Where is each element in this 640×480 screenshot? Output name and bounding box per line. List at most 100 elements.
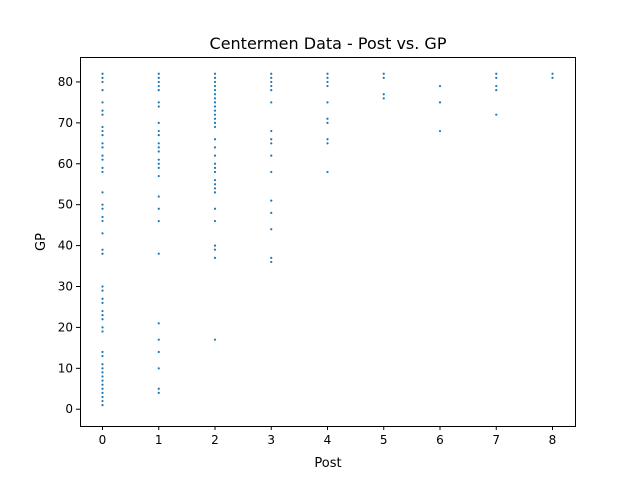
data-point xyxy=(101,379,104,382)
data-point xyxy=(213,113,217,116)
y-axis-label: GP xyxy=(34,233,49,251)
data-point xyxy=(213,105,217,108)
data-point xyxy=(101,191,104,194)
data-point xyxy=(101,170,104,174)
data-point xyxy=(157,322,160,325)
data-point xyxy=(213,187,217,190)
data-point xyxy=(270,72,273,75)
data-point xyxy=(157,387,160,390)
data-point xyxy=(213,146,217,149)
data-point xyxy=(213,248,217,251)
data-point xyxy=(270,101,273,104)
x-tick-label: 3 xyxy=(267,433,275,447)
data-point xyxy=(270,89,273,92)
data-point xyxy=(213,154,217,157)
data-point xyxy=(270,199,273,202)
data-point xyxy=(213,121,217,124)
data-point xyxy=(213,179,217,182)
data-point xyxy=(101,76,104,79)
data-point xyxy=(101,330,104,333)
data-point xyxy=(213,338,217,341)
data-point xyxy=(270,80,273,84)
data-point xyxy=(101,89,104,92)
data-point xyxy=(213,207,217,210)
data-point xyxy=(101,289,104,292)
data-point xyxy=(213,166,217,169)
data-point xyxy=(270,211,273,214)
data-point xyxy=(326,117,329,120)
data-point xyxy=(101,146,104,149)
data-point xyxy=(101,158,104,161)
data-point xyxy=(101,80,104,84)
data-point xyxy=(213,109,217,112)
x-tick-label: 4 xyxy=(324,433,332,447)
data-point xyxy=(157,350,160,354)
data-point xyxy=(101,248,104,251)
data-point xyxy=(101,309,104,313)
data-point xyxy=(157,391,160,394)
data-point xyxy=(213,162,217,165)
data-point xyxy=(157,89,160,92)
data-point xyxy=(326,80,329,84)
data-point xyxy=(157,150,160,153)
data-point xyxy=(157,80,160,84)
data-point xyxy=(213,93,217,96)
data-point xyxy=(101,129,104,133)
data-point xyxy=(101,113,104,116)
x-tick-label: 1 xyxy=(155,433,163,447)
data-point xyxy=(213,256,217,259)
data-point xyxy=(382,97,385,100)
data-point xyxy=(382,72,385,75)
data-point xyxy=(326,76,329,79)
data-point xyxy=(270,138,273,141)
data-point xyxy=(101,387,104,390)
data-point xyxy=(213,76,217,79)
data-point xyxy=(495,84,498,88)
data-point xyxy=(101,166,104,169)
y-tick-label: 60 xyxy=(58,157,73,171)
data-point xyxy=(101,285,104,288)
data-point xyxy=(157,76,160,79)
data-point xyxy=(157,219,160,223)
x-axis-label: Post xyxy=(314,456,341,471)
data-point xyxy=(326,72,329,75)
data-point xyxy=(438,84,442,88)
x-tick-label: 7 xyxy=(492,433,500,447)
data-point xyxy=(495,72,498,75)
data-point xyxy=(495,113,498,116)
data-point xyxy=(213,191,217,194)
y-tick-label: 40 xyxy=(58,239,73,253)
y-tick-label: 0 xyxy=(65,402,73,416)
data-point xyxy=(495,76,498,79)
data-point xyxy=(157,129,160,133)
data-point xyxy=(438,129,442,133)
data-point xyxy=(270,154,273,157)
data-point xyxy=(551,76,554,79)
data-point xyxy=(101,375,104,378)
data-point xyxy=(213,89,217,92)
x-tick-label: 6 xyxy=(436,433,444,447)
data-point xyxy=(157,338,160,341)
data-point xyxy=(382,76,385,79)
data-point xyxy=(157,162,160,165)
data-point xyxy=(326,138,329,141)
data-point xyxy=(101,109,104,112)
chart-title: Centermen Data - Post vs. GP xyxy=(210,34,447,53)
data-point xyxy=(157,195,160,198)
data-point xyxy=(382,93,385,96)
data-point xyxy=(326,84,329,88)
data-point xyxy=(101,215,104,219)
data-point xyxy=(270,84,273,88)
data-point xyxy=(157,207,160,210)
data-point xyxy=(101,314,104,317)
plot-frame xyxy=(80,57,576,427)
data-point xyxy=(101,134,104,137)
data-point xyxy=(270,256,273,259)
data-point xyxy=(101,125,104,129)
data-point xyxy=(101,203,104,206)
data-point xyxy=(157,134,160,137)
data-point xyxy=(101,350,104,354)
data-point xyxy=(213,84,217,88)
data-point xyxy=(213,125,217,129)
data-point xyxy=(213,244,217,247)
